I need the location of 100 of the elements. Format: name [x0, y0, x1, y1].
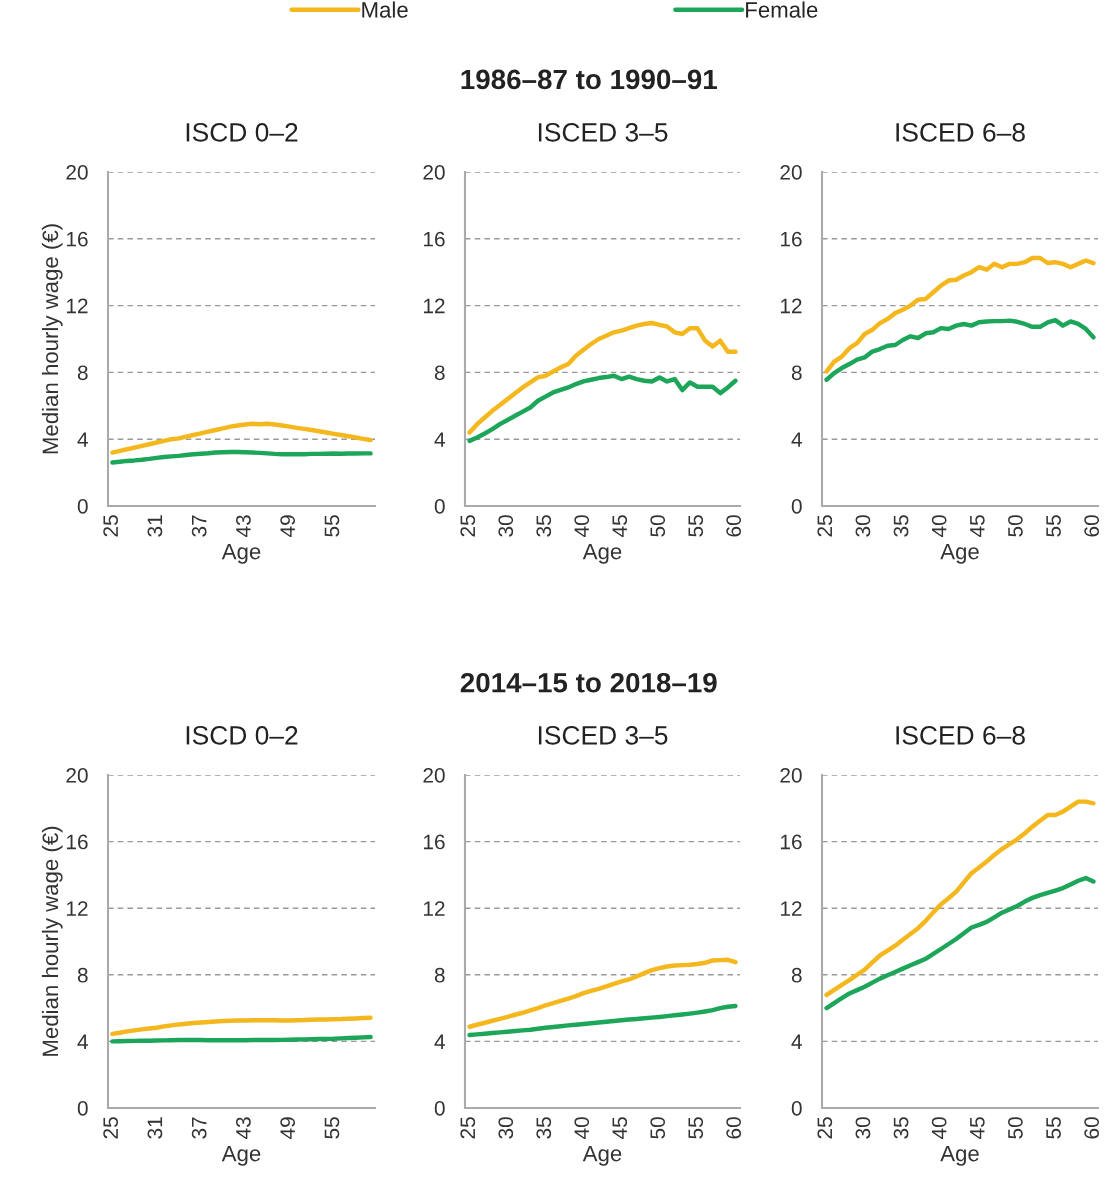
x-tick-label: 60 [726, 515, 742, 537]
line-series [824, 255, 1096, 374]
line-series [824, 799, 1096, 998]
chart-title: ISCED 3–5 [538, 123, 668, 142]
x-tick-label: 55 [1046, 1117, 1061, 1139]
x-tick-label: 30 [498, 1117, 514, 1139]
x-axis-title: Age [940, 1145, 979, 1166]
x-tick-label: 50 [1008, 515, 1023, 537]
y-tick-label: 4 [434, 432, 445, 447]
x-tick-label: 35 [536, 515, 552, 537]
y-tick-label: 0 [791, 1101, 802, 1116]
chart-title: ISCED 3–5 [538, 726, 668, 745]
y-tick-label: 4 [77, 1034, 88, 1049]
x-tick-label: 49 [280, 515, 296, 538]
x-tick-label: 40 [574, 1117, 590, 1140]
x-tick-label: 25 [103, 1117, 119, 1139]
x-tick-label: 45 [612, 515, 628, 538]
y-tick-label: 4 [791, 432, 802, 447]
y-tick-label: 16 [780, 231, 802, 247]
x-tick-label: 30 [498, 515, 514, 537]
y-tick-label: 12 [780, 298, 802, 314]
y-tick-label: 0 [791, 499, 802, 514]
chart-title: ISCED 6–8 [896, 123, 1025, 142]
x-axis-title: Age [221, 543, 261, 564]
y-tick-label: 12 [780, 901, 802, 916]
x-tick-label: 50 [1008, 1117, 1023, 1139]
y-axis-title: Median hourly wage (€) [41, 826, 63, 1056]
x-tick-label: 40 [931, 1117, 947, 1140]
x-tick-label: 55 [324, 515, 340, 537]
x-tick-label: 45 [970, 515, 985, 538]
chart-title: ISCD 0–2 [186, 123, 298, 142]
line-series [824, 317, 1096, 382]
x-tick-label: 31 [147, 515, 163, 537]
y-tick-label: 0 [434, 1101, 445, 1116]
x-tick-label: 25 [817, 1117, 833, 1139]
x-tick-label: 43 [236, 515, 251, 538]
y-tick-label: 20 [66, 768, 88, 783]
y-tick-label: 16 [423, 231, 445, 247]
legend-label: Female [746, 1, 818, 18]
line-series [467, 1003, 738, 1038]
y-tick-label: 8 [77, 365, 88, 381]
y-tick-label: 8 [791, 967, 802, 983]
x-tick-label: 45 [970, 1117, 985, 1140]
x-tick-label: 55 [688, 515, 704, 537]
chart-title: ISCED 6–8 [896, 726, 1025, 745]
y-tick-label: 4 [77, 432, 88, 447]
x-axis-title: Age [582, 543, 622, 564]
x-tick-label: 25 [103, 515, 119, 537]
y-tick-label: 12 [423, 901, 445, 916]
y-tick-label: 20 [423, 165, 445, 180]
x-tick-label: 60 [1084, 1117, 1100, 1139]
x-tick-label: 60 [726, 1117, 742, 1139]
x-tick-label: 37 [191, 515, 207, 537]
y-tick-label: 4 [434, 1034, 445, 1049]
chart-subtitle: 1986–87 to 1990–91 [461, 69, 717, 90]
x-axis-title: Age [221, 1145, 261, 1166]
y-tick-label: 16 [66, 231, 88, 247]
y-tick-label: 16 [780, 834, 802, 850]
line-series [110, 421, 373, 455]
x-tick-label: 40 [574, 515, 590, 538]
x-tick-label: 25 [460, 515, 476, 537]
x-tick-label: 45 [612, 1117, 628, 1140]
y-tick-label: 16 [423, 834, 445, 850]
line-series [110, 1015, 373, 1037]
line-series [467, 373, 738, 444]
chart-subtitle: 2014–15 to 2018–19 [460, 672, 717, 693]
legend-label: Male [362, 1, 408, 18]
x-tick-label: 50 [650, 1117, 666, 1139]
x-tick-label: 50 [650, 515, 666, 537]
x-tick-label: 25 [817, 515, 833, 537]
x-tick-label: 55 [688, 1117, 704, 1139]
x-tick-label: 35 [536, 1117, 552, 1139]
y-tick-label: 8 [77, 967, 88, 983]
x-tick-label: 35 [893, 1117, 909, 1139]
x-tick-label: 40 [931, 515, 947, 538]
x-tick-label: 25 [460, 1117, 476, 1139]
x-axis-title: Age [940, 543, 979, 564]
y-tick-label: 20 [423, 768, 445, 783]
y-tick-label: 20 [780, 165, 802, 180]
y-tick-label: 16 [66, 834, 88, 850]
chart-title: ISCD 0–2 [186, 726, 298, 745]
line-series [824, 875, 1096, 1011]
x-tick-label: 37 [191, 1117, 207, 1139]
line-series [467, 320, 738, 435]
y-tick-label: 8 [434, 967, 445, 983]
y-tick-label: 12 [66, 298, 88, 314]
x-tick-label: 30 [855, 515, 871, 537]
y-tick-label: 4 [791, 1034, 802, 1049]
x-axis-title: Age [582, 1145, 622, 1166]
x-tick-label: 55 [324, 1117, 340, 1139]
x-tick-label: 35 [893, 515, 909, 537]
y-tick-label: 0 [77, 499, 88, 514]
y-tick-label: 20 [66, 165, 88, 180]
x-tick-label: 43 [236, 1117, 251, 1140]
line-series [467, 957, 738, 1029]
x-tick-label: 55 [1046, 515, 1061, 537]
y-tick-label: 0 [77, 1101, 88, 1116]
x-tick-label: 60 [1084, 515, 1100, 537]
x-tick-label: 30 [855, 1117, 871, 1139]
y-tick-label: 12 [66, 901, 88, 916]
